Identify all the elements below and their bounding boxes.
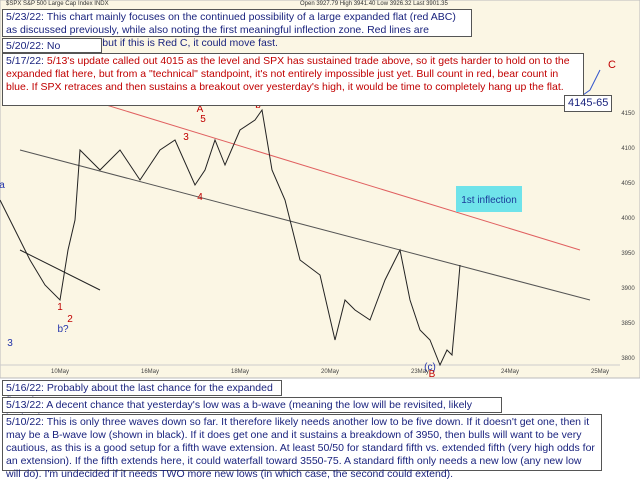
wave-label: 5 (200, 114, 206, 125)
y-tick-label: 3950 (621, 251, 635, 257)
header-ohlc: Open 3927.79 High 3941.40 Low 3926.32 La… (300, 1, 448, 7)
y-tick-label: 4050 (621, 181, 635, 187)
y-tick-label: 3850 (621, 321, 635, 327)
note-date: 5/16/22: (6, 382, 44, 394)
x-tick-label: 20May (321, 369, 339, 375)
note-box: 5/10/22: This is only three waves down s… (2, 414, 602, 480)
wave-label: 3 (7, 338, 13, 349)
wave-label: 3 (183, 132, 189, 143)
note-date: 5/13/22: (6, 399, 44, 411)
wave-label: 2 (67, 314, 73, 325)
note-box: 5/17/22: 5/13's update called out 4015 a… (2, 53, 584, 106)
note-date: 5/10/22: (6, 416, 44, 428)
target-label: 4145-65 (564, 95, 613, 112)
wave-label: b? (57, 324, 69, 335)
wave-label: (c) (424, 362, 436, 373)
y-tick-label: 4000 (621, 216, 635, 222)
inflection-zone (456, 186, 522, 212)
trend-line (19, 249, 101, 291)
note-box: 5/23/22: This chart mainly focuses on th… (2, 9, 472, 49)
note-box: 5/16/22: Probably about the last chance … (2, 380, 282, 407)
note-date: 5/17/22: (6, 55, 44, 67)
wave-label: 4 (197, 192, 203, 203)
wave-label: a (0, 180, 5, 191)
wave-label: A (197, 104, 204, 115)
x-tick-label: 24May (501, 369, 519, 375)
note-date: 5/20/22: (6, 40, 44, 52)
x-tick-label: 10May (51, 369, 69, 375)
y-tick-label: 3800 (621, 356, 635, 362)
y-tick-label: 4100 (621, 146, 635, 152)
inflection-label: 1st inflection (461, 195, 517, 206)
note-box: 5/20/22: No change. (2, 38, 102, 65)
price-trace (0, 108, 461, 367)
x-tick-label: 16May (141, 369, 159, 375)
resistance-line (89, 99, 581, 251)
x-tick-label: 18May (231, 369, 249, 375)
wave-label: C (608, 59, 616, 71)
note-text: 5/13's update called out 4015 as the lev… (6, 55, 570, 93)
note-date: 5/23/22: (6, 11, 44, 23)
x-tick-label: 25May (591, 369, 609, 375)
wave-label: 1 (57, 302, 63, 313)
wave-label: B (429, 369, 436, 380)
y-tick-label: 3900 (621, 286, 635, 292)
header-title: $SPX S&P 500 Large Cap Index INDX (6, 1, 109, 7)
trend-line (19, 149, 591, 301)
note-box: 5/13/22: A decent chance that yesterday'… (2, 397, 502, 424)
y-tick-label: 4150 (621, 111, 635, 117)
note-text: This is only three waves down so far. It… (6, 416, 595, 480)
frame (0, 0, 640, 379)
arrow (582, 69, 601, 96)
x-tick-label: 23May (411, 369, 429, 375)
